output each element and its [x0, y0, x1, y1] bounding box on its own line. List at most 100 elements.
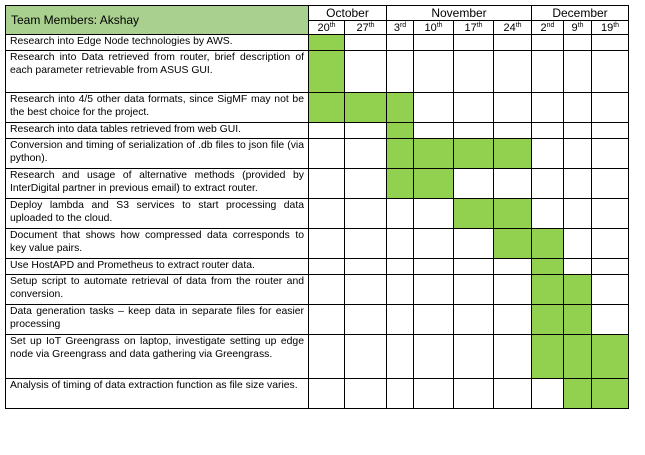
empty-cell [386, 34, 414, 51]
task-row: Document that shows how compressed data … [5, 228, 629, 259]
empty-cell [413, 198, 454, 229]
empty-cell [591, 168, 629, 199]
empty-cell [563, 228, 592, 259]
task-description: Setup script to automate retrieval of da… [5, 274, 309, 305]
empty-cell [591, 258, 629, 275]
scheduled-cell [308, 92, 345, 123]
empty-cell [493, 34, 532, 51]
task-row: Research into Edge Node technologies by … [5, 34, 629, 51]
task-row: Use HostAPD and Prometheus to extract ro… [5, 258, 629, 275]
scheduled-cell [413, 168, 454, 199]
empty-cell [493, 334, 532, 379]
task-description: Set up IoT Greengrass on laptop, investi… [5, 334, 309, 379]
team-members-label: Team Members: Akshay [5, 5, 309, 35]
empty-cell [308, 228, 345, 259]
task-description: Document that shows how compressed data … [5, 228, 309, 259]
empty-cell [531, 138, 564, 169]
task-description: Research into data tables retrieved from… [5, 122, 309, 139]
scheduled-cell [531, 304, 564, 335]
empty-cell [308, 168, 345, 199]
scheduled-cell [308, 50, 345, 93]
week-header: 17th [453, 20, 494, 35]
task-row: Analysis of timing of data extraction fu… [5, 378, 629, 409]
week-suffix: th [515, 21, 522, 29]
empty-cell [591, 228, 629, 259]
empty-cell [531, 168, 564, 199]
week-day: 3 [393, 21, 400, 34]
empty-cell [386, 334, 414, 379]
empty-cell [563, 258, 592, 275]
empty-cell [386, 258, 414, 275]
week-day: 2 [540, 21, 547, 34]
scheduled-cell [413, 138, 454, 169]
empty-cell [591, 198, 629, 229]
empty-cell [308, 274, 345, 305]
scheduled-cell [591, 334, 629, 379]
empty-cell [413, 258, 454, 275]
week-suffix: th [436, 21, 443, 29]
empty-cell [453, 168, 494, 199]
task-row: Conversion and timing of serialization o… [5, 138, 629, 169]
empty-cell [563, 198, 592, 229]
task-description: Research into Edge Node technologies by … [5, 34, 309, 51]
empty-cell [413, 378, 454, 409]
month-december: December [531, 5, 629, 21]
week-day: 10 [424, 21, 437, 34]
empty-cell [493, 274, 532, 305]
empty-cell [413, 334, 454, 379]
scheduled-cell [344, 92, 387, 123]
week-suffix: th [329, 21, 336, 29]
empty-cell [344, 138, 387, 169]
scheduled-cell [493, 198, 532, 229]
month-header-row: Team Members: Akshay October November De… [5, 5, 629, 35]
empty-cell [386, 274, 414, 305]
scheduled-cell [386, 138, 414, 169]
empty-cell [413, 274, 454, 305]
empty-cell [493, 378, 532, 409]
empty-cell [531, 92, 564, 123]
empty-cell [531, 34, 564, 51]
empty-cell [344, 378, 387, 409]
task-row: Setup script to automate retrieval of da… [5, 274, 629, 305]
week-day: 20 [317, 21, 330, 34]
week-header: 24th [493, 20, 532, 35]
empty-cell [413, 228, 454, 259]
scheduled-cell [493, 228, 532, 259]
task-row: Set up IoT Greengrass on laptop, investi… [5, 334, 629, 379]
scheduled-cell [531, 258, 564, 275]
week-suffix: th [476, 21, 483, 29]
empty-cell [493, 304, 532, 335]
scheduled-cell [386, 122, 414, 139]
empty-cell [453, 378, 494, 409]
empty-cell [308, 198, 345, 229]
task-row: Research into 4/5 other data formats, si… [5, 92, 629, 123]
empty-cell [531, 198, 564, 229]
week-day: 9 [571, 21, 578, 34]
empty-cell [453, 274, 494, 305]
scheduled-cell [591, 378, 629, 409]
empty-cell [531, 122, 564, 139]
empty-cell [386, 378, 414, 409]
scheduled-cell [386, 168, 414, 199]
week-day: 19 [600, 21, 614, 34]
empty-cell [591, 304, 629, 335]
week-suffix: rd [399, 21, 407, 29]
empty-cell [563, 92, 592, 123]
empty-cell [413, 92, 454, 123]
empty-cell [308, 138, 345, 169]
task-description: Data generation tasks – keep data in sep… [5, 304, 309, 335]
empty-cell [344, 168, 387, 199]
empty-cell [591, 138, 629, 169]
week-header: 3rd [386, 20, 414, 35]
empty-cell [493, 168, 532, 199]
task-list: Research into Edge Node technologies by … [5, 34, 629, 409]
week-header: 19th [591, 20, 629, 35]
empty-cell [453, 92, 494, 123]
empty-cell [308, 122, 345, 139]
empty-cell [531, 50, 564, 93]
scheduled-cell [453, 138, 494, 169]
month-november: November [386, 5, 532, 21]
scheduled-cell [531, 334, 564, 379]
empty-cell [386, 304, 414, 335]
task-row: Research and usage of alternative method… [5, 168, 629, 199]
